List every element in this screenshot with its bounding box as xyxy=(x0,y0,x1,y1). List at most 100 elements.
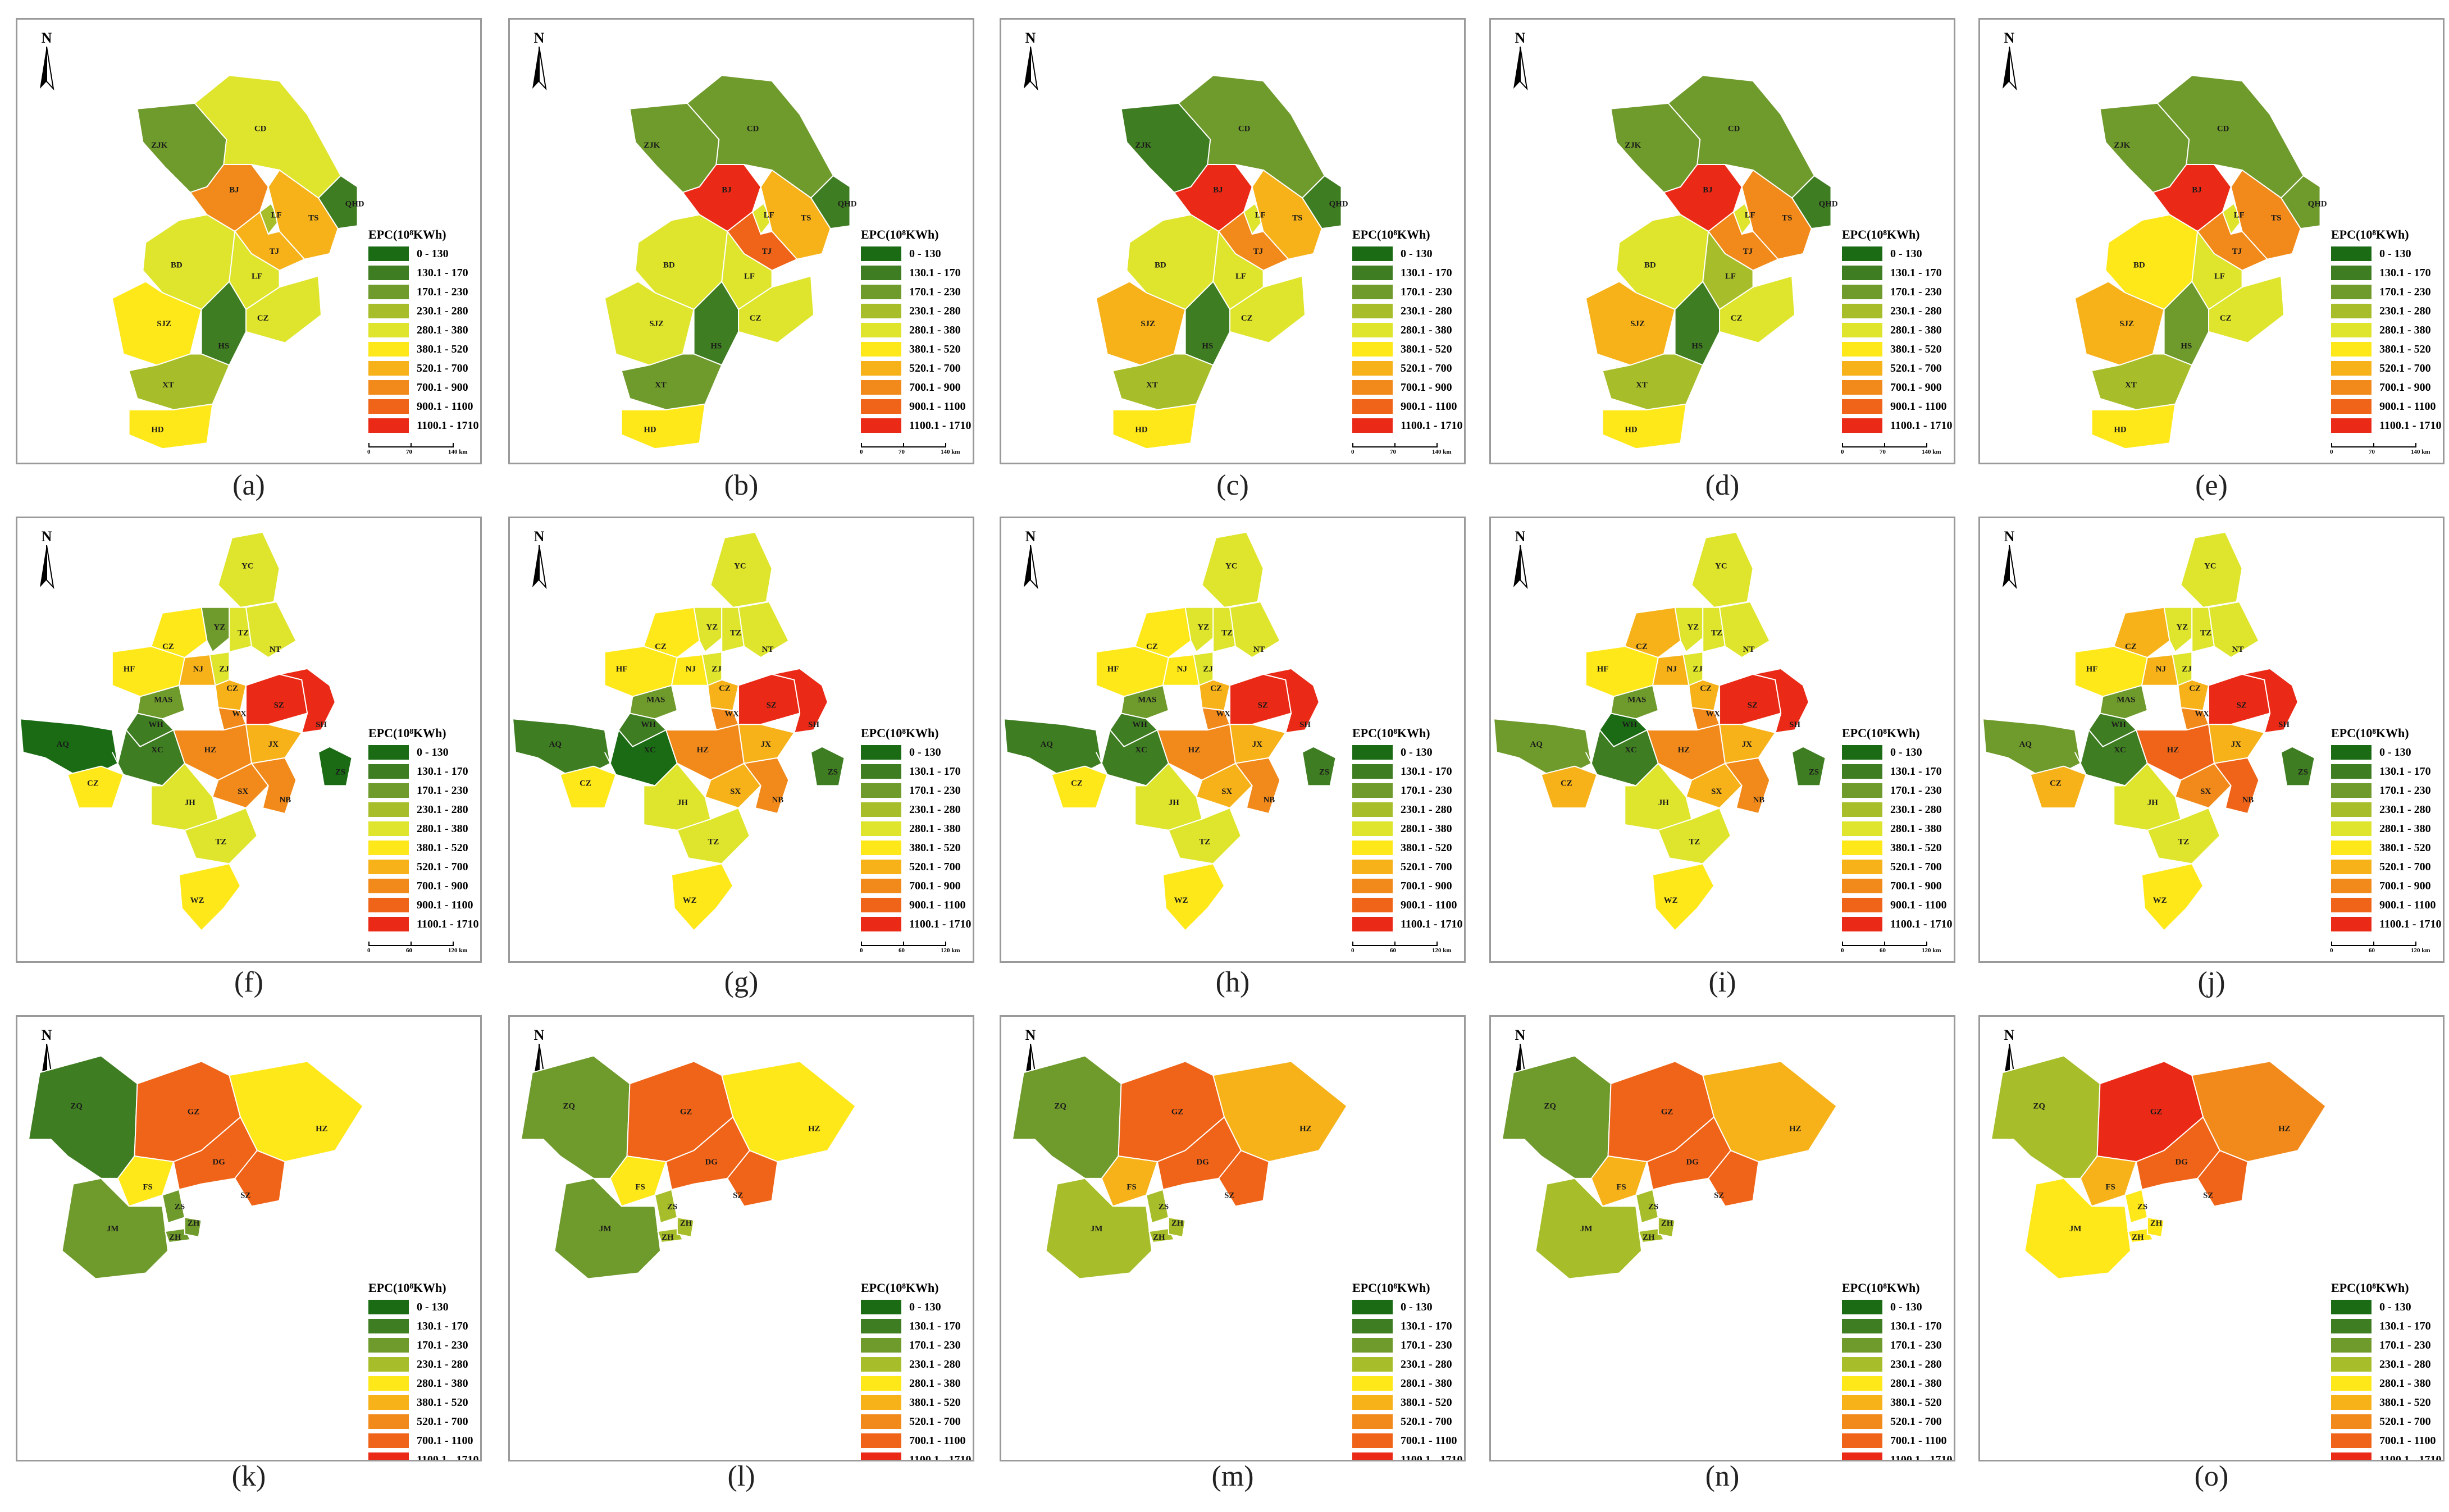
city-label: NJ xyxy=(193,665,204,674)
legend-label: 900.1 - 1100 xyxy=(2379,898,2436,911)
city-region xyxy=(1051,765,1108,809)
legend-label: 0 - 130 xyxy=(1890,1300,1922,1313)
legend: EPC(10⁸KWh) 0 - 130 130.1 - 170 170.1 - 230… xyxy=(1842,227,1953,435)
city-label: QHD xyxy=(838,199,857,208)
city-region xyxy=(1652,863,1715,931)
legend-swatch xyxy=(2331,860,2372,874)
city-label: CZ xyxy=(1700,684,1712,693)
city-label: ZS xyxy=(667,1202,677,1211)
legend-label: 130.1 - 170 xyxy=(1890,765,1942,778)
legend-title: EPC(10⁸KWh) xyxy=(2331,1281,2409,1295)
legend-label: 380.1 - 520 xyxy=(417,841,468,854)
city-label: YC xyxy=(2204,561,2217,570)
city-label: WX xyxy=(724,709,739,718)
scale-label: 70 xyxy=(1880,449,1886,455)
city-label: JM xyxy=(107,1225,118,1234)
legend-label: 0 - 130 xyxy=(1401,746,1433,759)
legend-swatch xyxy=(368,1319,409,1333)
city-label: BD xyxy=(1155,261,1166,270)
legend-swatch xyxy=(1842,266,1882,280)
legend-item: 280.1 - 380 xyxy=(368,1374,479,1393)
legend-label: 170.1 - 230 xyxy=(1401,285,1452,298)
legend-label: 380.1 - 520 xyxy=(1401,841,1452,854)
legend-item: 380.1 - 520 xyxy=(2331,838,2442,857)
city-region xyxy=(2024,1177,2132,1280)
city-label: AQ xyxy=(1530,740,1543,749)
city-label: FS xyxy=(143,1183,152,1192)
legend-label: 380.1 - 520 xyxy=(417,1396,468,1409)
legend-swatch xyxy=(861,399,901,414)
city-label: LF xyxy=(1235,272,1246,281)
legend-label: 0 - 130 xyxy=(2379,746,2411,759)
legend-item: 900.1 - 1100 xyxy=(1842,896,1953,915)
city-label: NT xyxy=(1743,645,1755,654)
legend-item: 280.1 - 380 xyxy=(1352,1374,1463,1393)
city-region xyxy=(629,684,678,720)
city-label: SJZ xyxy=(1630,319,1645,328)
city-label: AQ xyxy=(549,740,562,749)
city-label: YC xyxy=(1715,561,1727,570)
legend-label: 0 - 130 xyxy=(909,746,941,759)
legend-label: 280.1 - 380 xyxy=(417,822,468,835)
legend-item: 0 - 130 xyxy=(1352,1298,1463,1317)
legend-item: 0 - 130 xyxy=(2331,1298,2442,1317)
panel-caption: (a) xyxy=(232,469,265,501)
legend-item: 280.1 - 380 xyxy=(861,819,972,838)
city-label: CZ xyxy=(87,779,99,788)
legend-label: 230.1 - 280 xyxy=(1890,1358,1942,1371)
city-region xyxy=(234,1149,286,1207)
legend-title: EPC(10⁸KWh) xyxy=(1842,726,1920,740)
legend-label: 130.1 - 170 xyxy=(417,266,468,279)
legend-item: 280.1 - 380 xyxy=(2331,819,2442,838)
legend-label: 0 - 130 xyxy=(417,247,449,260)
city-region xyxy=(1134,762,1203,831)
city-region xyxy=(1501,1055,1612,1179)
legend-item: 280.1 - 380 xyxy=(1842,819,1953,838)
panel-caption: (g) xyxy=(724,966,759,998)
legend-label: 380.1 - 520 xyxy=(2379,1396,2431,1409)
city-label: QHD xyxy=(1819,199,1838,208)
legend-item: 900.1 - 1100 xyxy=(1842,397,1953,416)
legend-item: 280.1 - 380 xyxy=(1352,819,1463,838)
legend-item: 0 - 130 xyxy=(1842,244,1953,263)
legend-swatch xyxy=(368,1414,409,1429)
legend-item: 700.1 - 1100 xyxy=(2331,1431,2442,1450)
map-area: ZJK CD BJ LF QHD TS TJ BD LF SJZ CZ HS XT HD xyxy=(2074,75,2327,450)
legend-swatch xyxy=(1352,1395,1393,1410)
city-region xyxy=(136,684,186,720)
city-region xyxy=(2030,765,2087,809)
legend-label: 520.1 - 700 xyxy=(909,362,961,374)
legend-swatch xyxy=(861,1300,901,1314)
legend-swatch xyxy=(861,745,901,760)
city-region xyxy=(738,673,801,725)
city-label: ZQ xyxy=(1054,1102,1066,1111)
city-region xyxy=(721,606,745,653)
legend-label: 700.1 - 900 xyxy=(1890,381,1942,394)
city-label: LF xyxy=(271,211,282,220)
city-label: JH xyxy=(185,798,195,807)
city-region xyxy=(1624,762,1693,831)
legend-label: 1100.1 - 1710 xyxy=(909,419,972,432)
city-label: LF xyxy=(764,211,774,220)
scale-label: 140 km xyxy=(941,449,960,455)
legend-swatch xyxy=(1352,418,1393,433)
panel-caption: (i) xyxy=(1708,966,1736,998)
legend-item: 0 - 130 xyxy=(1842,743,1953,762)
city-region xyxy=(1741,169,1812,260)
legend-swatch xyxy=(2331,246,2372,261)
legend-item: 0 - 130 xyxy=(368,1298,479,1317)
legend-item: 1100.1 - 1710 xyxy=(1352,1450,1463,1460)
legend-item: 230.1 - 280 xyxy=(1352,1355,1463,1374)
north-label: N xyxy=(533,30,545,46)
legend-label: 1100.1 - 1710 xyxy=(909,1453,972,1461)
legend-item: 170.1 - 230 xyxy=(861,282,972,302)
city-label: GZ xyxy=(188,1108,200,1117)
map-panel: N ZQ GZ HZ FS DG SZ JM ZS ZH ZH EPC(10⁸KWh) 0 - 130 1… xyxy=(1489,1015,1955,1461)
city-label: JM xyxy=(599,1225,611,1234)
legend-item: 170.1 - 230 xyxy=(368,1336,479,1355)
map-panel: N ZJK CD BJ LF QHD TS TJ BD LF SJZ CZ HS XT HD EPC(10⁸K… xyxy=(16,18,482,464)
city-region xyxy=(1229,724,1287,764)
legend-title: EPC(10⁸KWh) xyxy=(1352,726,1430,740)
city-region xyxy=(1229,601,1281,659)
city-label: YZ xyxy=(1197,623,1209,632)
